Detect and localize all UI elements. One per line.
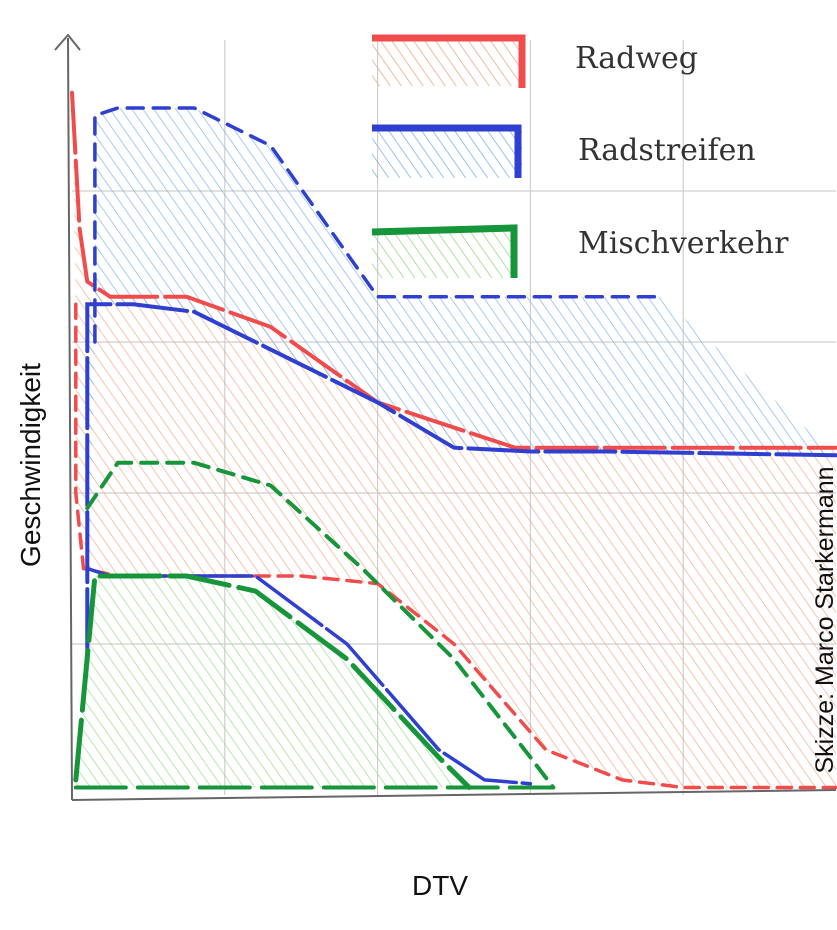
legend-swatch-radstreifen	[372, 128, 522, 178]
line-radweg-upper	[70, 90, 837, 450]
line-radstreifen-dashed	[93, 106, 663, 344]
line-mischverkehr-dashed	[85, 460, 556, 790]
legend: Radweg Radstreifen Mischverkehr	[371, 34, 789, 278]
axes	[54, 33, 837, 801]
legend-label-mischverkehr: Mischverkehr	[578, 226, 789, 261]
area-radstreifen	[87, 108, 837, 660]
line-radweg-lower	[74, 302, 837, 790]
x-axis-label: DTV	[412, 870, 468, 901]
credit-label: Skizze: Marco Starkermann	[811, 466, 837, 773]
legend-marker-mischverkehr	[371, 224, 518, 278]
legend-item-mischverkehr: Mischverkehr	[371, 224, 789, 278]
x-axis	[71, 789, 837, 801]
legend-marker-radweg	[372, 34, 526, 88]
y-axis-arrow	[54, 33, 81, 51]
series-lines	[70, 90, 837, 790]
legend-label-radweg: Radweg	[575, 41, 698, 76]
y-axis-label: Geschwindigkeit	[15, 363, 46, 567]
areas	[72, 92, 837, 788]
line-radstreifen-upper	[85, 302, 837, 662]
legend-marker-radstreifen	[372, 124, 522, 178]
legend-item-radstreifen: Radstreifen	[372, 124, 756, 178]
area-mischverkehr	[75, 576, 554, 788]
line-mischverkehr-upper	[73, 573, 472, 790]
legend-item-radweg: Radweg	[372, 34, 698, 88]
legend-label-radstreifen: Radstreifen	[578, 133, 756, 168]
y-axis	[67, 37, 73, 801]
legend-swatch-mischverkehr	[372, 228, 516, 278]
legend-swatch-radweg	[372, 38, 522, 86]
